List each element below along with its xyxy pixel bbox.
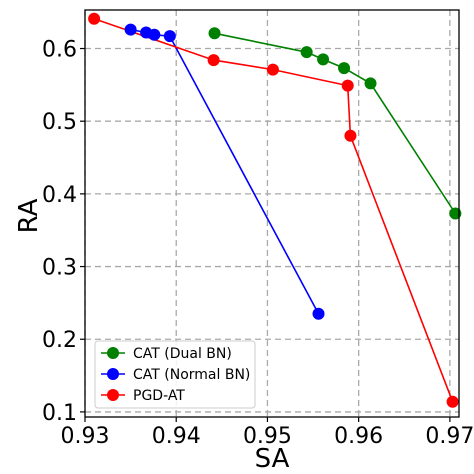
x-axis-title: SA	[255, 444, 290, 474]
x-tick-label: 0.97	[425, 424, 474, 449]
data-points	[88, 12, 462, 408]
y-tick-label: 0.1	[42, 401, 77, 426]
legend-box	[94, 340, 256, 409]
data-point-pgd-at	[446, 395, 459, 408]
data-point-pgd-at	[88, 12, 101, 25]
x-tick-label: 0.93	[61, 424, 110, 449]
data-point-pgd-at	[344, 129, 357, 142]
legend-marker	[107, 389, 119, 401]
data-point-cat-normal-bn	[163, 30, 176, 43]
y-tick-label: 0.5	[42, 110, 77, 135]
gridlines	[84, 10, 459, 417]
plot-frame	[84, 9, 460, 418]
legend-label: PGD-AT	[133, 388, 185, 404]
data-point-pgd-at	[341, 79, 354, 92]
y-tick-label: 0.2	[42, 328, 77, 353]
x-tick-label: 0.96	[334, 424, 383, 449]
data-point-cat-dual-bn	[317, 53, 330, 66]
x-tick-label: 0.95	[243, 424, 292, 449]
legend-marker	[107, 368, 119, 380]
data-point-cat-dual-bn	[208, 27, 221, 40]
series-line-cat-normal-bn	[130, 28, 320, 315]
y-axis-title: RA	[14, 198, 44, 233]
y-tick-label: 0.3	[42, 256, 77, 281]
legend-label: CAT (Dual BN)	[133, 346, 232, 362]
x-axis: 0.93 0.94 0.95 0.96 0.97	[61, 417, 474, 449]
data-point-cat-dual-bn	[364, 77, 377, 90]
x-tick-label: 0.94	[152, 424, 201, 449]
legend-label: CAT (Normal BN)	[133, 367, 250, 383]
data-point-cat-dual-bn	[300, 46, 313, 59]
data-point-pgd-at	[266, 63, 279, 76]
series-line-cat-dual-bn	[214, 32, 457, 214]
y-axis: 0.1 0.2 0.3 0.4 0.5 0.6	[42, 38, 85, 426]
legend: CAT (Dual BN) CAT (Normal BN) PGD-AT	[94, 340, 256, 409]
data-point-cat-dual-bn	[338, 62, 351, 75]
data-point-pgd-at	[207, 54, 220, 67]
data-point-cat-normal-bn	[312, 307, 325, 320]
series-line-pgd-at	[93, 17, 454, 402]
legend-marker	[107, 347, 119, 359]
y-tick-label: 0.6	[42, 38, 77, 63]
data-point-cat-normal-bn	[124, 23, 137, 36]
data-point-cat-normal-bn	[148, 28, 161, 41]
y-tick-label: 0.4	[42, 183, 77, 208]
